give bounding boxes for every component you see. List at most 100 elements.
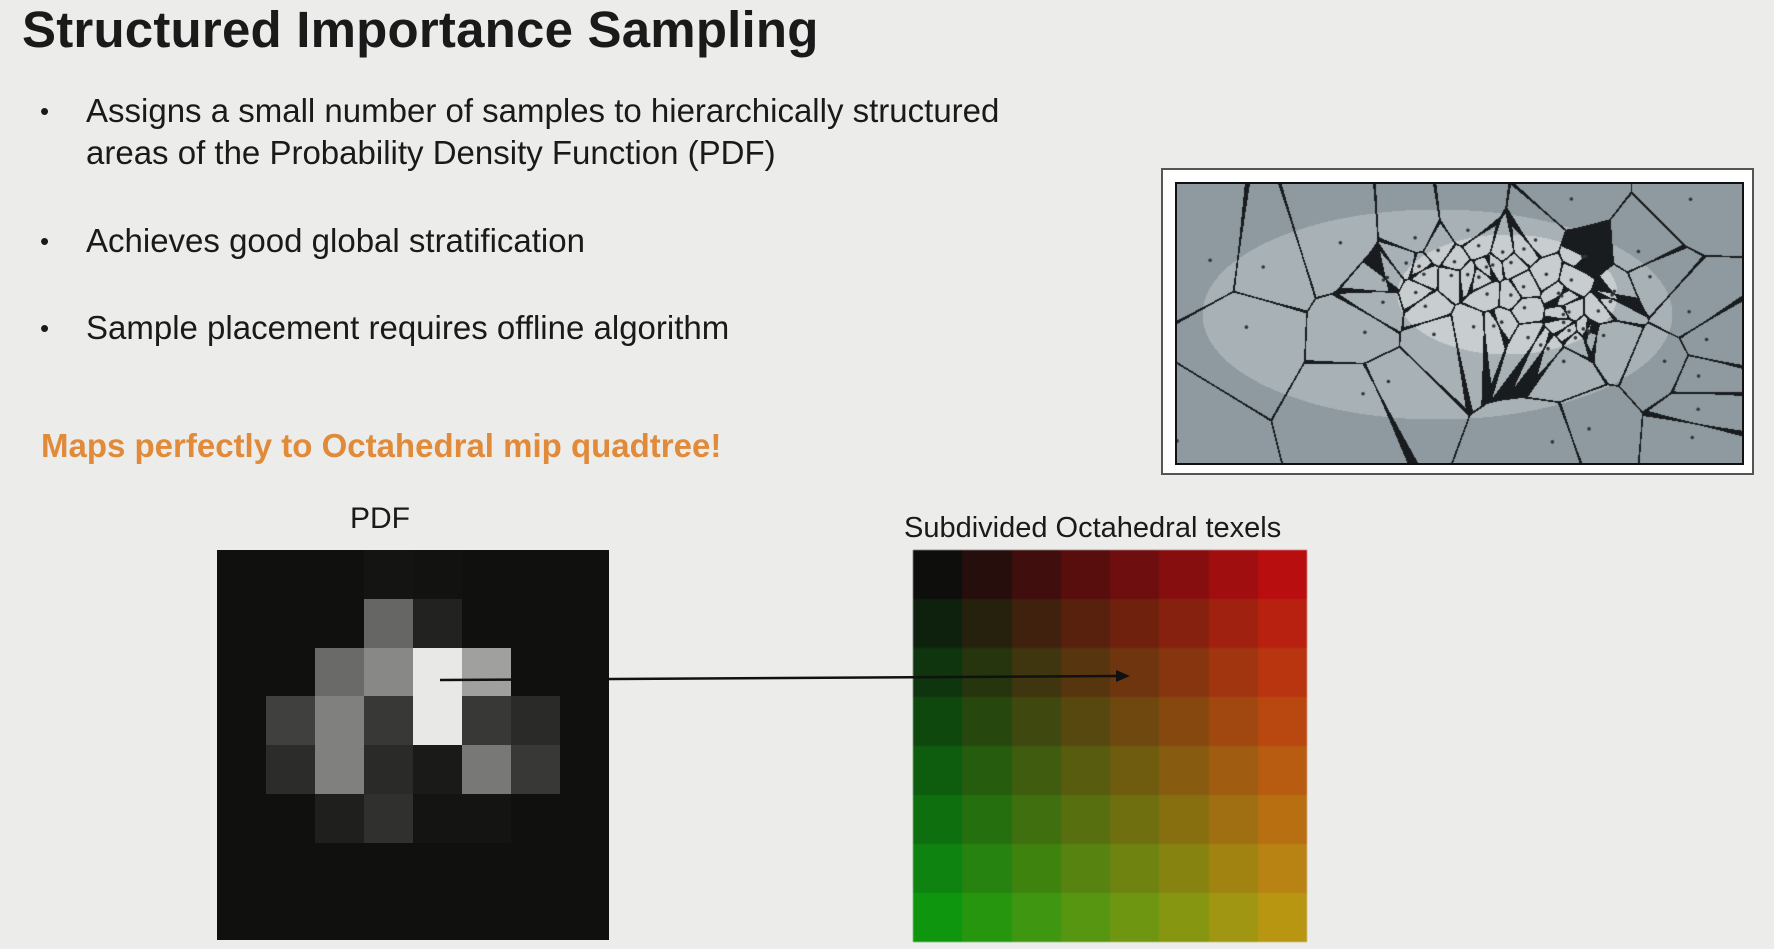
octahedral-texel [1060,550,1110,599]
pdf-texel [266,647,315,697]
pdf-texel [217,745,266,794]
pdf-texel [217,647,266,697]
voronoi-diagram [1161,168,1754,475]
pdf-texel [413,598,462,648]
voronoi-canvas [1175,182,1744,465]
pdf-texel [364,598,413,648]
octahedral-texel [1011,795,1061,844]
pdf-texel [462,696,511,745]
pdf-texel [266,696,315,745]
pdf-texel [413,696,462,745]
texels-label: Subdivided Octahedral texels [904,512,1282,544]
octahedral-texel [1159,844,1209,893]
octahedral-texel [1208,550,1258,599]
pdf-texel [217,550,266,599]
octahedral-texel [1060,648,1110,697]
pdf-texel [560,793,609,843]
pdf-texel [511,793,560,843]
pdf-texel [364,696,413,745]
pdf-texel [511,598,560,648]
octahedral-texel [1159,599,1209,648]
octahedral-texel [1257,844,1307,893]
bullet-item: • Sample placement requires offline algo… [40,307,730,349]
bullet-text: Sample placement requires offline algori… [86,309,730,346]
pdf-texel [462,598,511,648]
pdf-texel [217,842,266,892]
pdf-texel [511,550,560,599]
pdf-texel [560,696,609,745]
octahedral-texels-image [913,550,1307,942]
octahedral-texel [913,746,963,795]
pdf-texel [560,842,609,892]
pdf-texel [315,793,364,843]
octahedral-texel [1159,550,1209,599]
octahedral-texel [962,697,1012,746]
octahedral-texel [1257,746,1307,795]
octahedral-texel [1060,844,1110,893]
bullet-text: Achieves good global stratification [86,222,585,259]
octahedral-texel [1110,893,1160,942]
pdf-texel [364,745,413,794]
octahedral-texel [1110,550,1160,599]
octahedral-texel [1159,746,1209,795]
pdf-texel [560,745,609,794]
pdf-texel [560,647,609,697]
pdf-texel [511,891,560,940]
octahedral-texel [1208,599,1258,648]
octahedral-texel [1208,648,1258,697]
octahedral-texel [913,648,963,697]
octahedral-texel [1011,893,1061,942]
octahedral-texel [1011,844,1061,893]
pdf-texel [364,793,413,843]
bullet-item: • Assigns a small number of samples to h… [40,90,999,174]
pdf-texel [413,745,462,794]
octahedral-texel [913,795,963,844]
octahedral-texel [1011,697,1061,746]
pdf-texel [511,842,560,892]
octahedral-texel [913,599,963,648]
pdf-texel [315,745,364,794]
pdf-texel [217,598,266,648]
pdf-texel [462,842,511,892]
bullet-item: • Achieves good global stratification [40,220,585,262]
octahedral-texel [1011,599,1061,648]
octahedral-texel [1159,795,1209,844]
octahedral-texel [1159,648,1209,697]
octahedral-texel [1257,648,1307,697]
pdf-label: PDF [350,502,410,535]
pdf-texel [413,891,462,940]
octahedral-texel [1060,893,1110,942]
pdf-texel [364,550,413,599]
octahedral-texel [1011,648,1061,697]
bullet-dot: • [40,313,50,343]
pdf-texel [217,696,266,745]
octahedral-texel [962,795,1012,844]
octahedral-texel [1011,550,1061,599]
highlight-text: Maps perfectly to Octahedral mip quadtre… [41,427,722,464]
octahedral-texel [913,697,963,746]
pdf-image [217,550,609,940]
pdf-texel [266,793,315,843]
pdf-texel [462,550,511,599]
octahedral-texel [1110,844,1160,893]
pdf-texel [217,793,266,843]
pdf-texel [315,891,364,940]
pdf-texel [266,598,315,648]
octahedral-texel [1208,893,1258,942]
octahedral-texel [1060,795,1110,844]
octahedral-texel [1110,795,1160,844]
octahedral-texel [1257,599,1307,648]
octahedral-texel [1208,697,1258,746]
octahedral-texel [1159,697,1209,746]
octahedral-texel [913,844,963,893]
octahedral-texel [1060,697,1110,746]
octahedral-texel [1060,746,1110,795]
pdf-texel [462,647,511,697]
pdf-texel [315,647,364,697]
octahedral-texel [1208,746,1258,795]
pdf-texel [462,793,511,843]
pdf-texel [364,842,413,892]
octahedral-texel [962,599,1012,648]
octahedral-texel [1208,795,1258,844]
